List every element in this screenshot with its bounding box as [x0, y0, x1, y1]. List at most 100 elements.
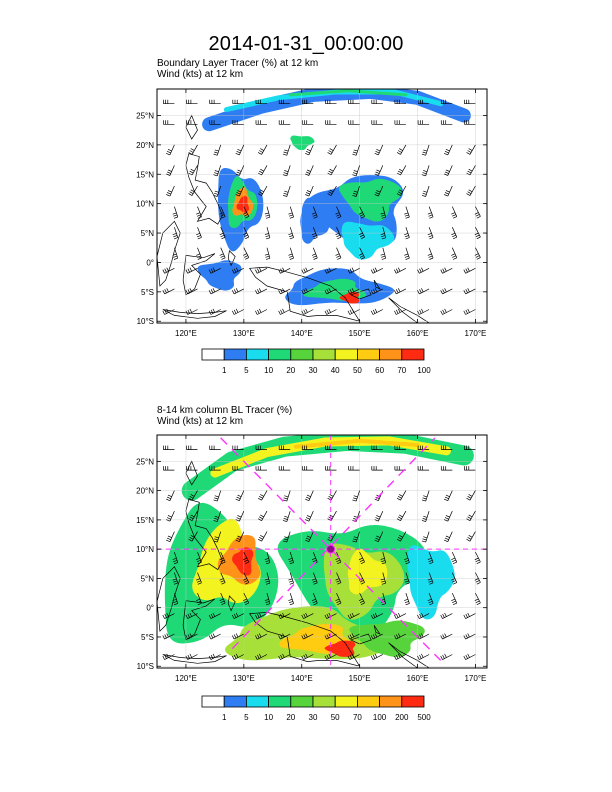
jet-band-core-2	[288, 89, 408, 97]
wind-barb	[347, 633, 360, 640]
colorbar-swatch	[379, 348, 403, 361]
wind-barb	[288, 572, 294, 585]
lat-label: 25°N	[136, 457, 154, 466]
marker-line-diag2	[231, 437, 436, 650]
wind-barb	[396, 185, 407, 196]
wind-barb	[464, 445, 476, 450]
marker-line-diag1	[220, 437, 442, 661]
wind-barb	[371, 445, 383, 450]
wind-barb	[327, 144, 337, 155]
wind-barb	[288, 206, 294, 219]
wind-barb	[208, 288, 221, 295]
blob-east-south	[349, 620, 425, 657]
wind-barb	[404, 227, 410, 240]
wind-barb	[185, 288, 198, 295]
wind-barb	[325, 120, 337, 125]
panel2-title-line1: 8-14 km column BL Tracer (%)	[157, 405, 293, 416]
wind-barb	[264, 206, 271, 219]
colorbar-swatch	[290, 695, 314, 708]
wind-barb	[185, 267, 198, 274]
wind-barb	[394, 308, 407, 315]
wind-barb	[209, 120, 221, 125]
wind-barb	[374, 510, 384, 522]
coastline-9	[388, 297, 430, 323]
wind-barb	[186, 120, 198, 125]
wind-barb	[301, 267, 314, 274]
wind-barb	[305, 144, 314, 156]
lat-label: 15°N	[136, 516, 154, 525]
wind-barb	[466, 510, 476, 522]
wind-barb	[278, 120, 291, 125]
lat-label: 5°N	[141, 574, 155, 583]
wind-barb	[396, 490, 407, 501]
wind-barb	[358, 551, 365, 565]
wind-barb	[235, 490, 245, 502]
wind-barb	[282, 490, 291, 502]
wind-barb	[404, 247, 410, 260]
wind-barb	[278, 308, 291, 315]
wind-barb	[451, 206, 458, 219]
wind-barb	[264, 247, 271, 260]
wind-barb	[213, 531, 222, 543]
wind-barb	[243, 206, 250, 219]
lat-label: 5°N	[141, 229, 155, 238]
wind-barb	[324, 653, 337, 660]
colorbar-swatch	[245, 695, 269, 708]
wind-barb	[186, 445, 198, 450]
wind-barb	[440, 445, 453, 450]
colorbar-swatch	[379, 695, 403, 708]
wind-barb	[370, 308, 383, 315]
colorbar-label: 500	[417, 713, 431, 722]
wind-barb	[257, 144, 268, 155]
wind-barb	[380, 572, 387, 585]
wind-barb	[347, 612, 360, 619]
colorbar-swatch	[290, 348, 314, 361]
wind-barb	[311, 227, 318, 240]
wind-barb	[440, 267, 453, 274]
wind-barb	[208, 612, 221, 619]
wind-barb	[451, 572, 458, 585]
wind-barb	[257, 185, 268, 196]
wind-barb	[311, 572, 318, 585]
wind-barb	[324, 633, 337, 640]
wind-barb	[301, 99, 314, 105]
wind-barb	[325, 445, 337, 450]
wind-barb	[243, 592, 250, 606]
wind-barb	[255, 99, 267, 105]
lat-label: 20°N	[136, 487, 154, 496]
wind-barb	[370, 288, 383, 295]
wind-barb	[188, 144, 198, 155]
wind-barb	[196, 551, 202, 565]
wind-barb	[380, 227, 387, 240]
lat-label: 5°S	[141, 288, 154, 297]
wind-barb	[282, 510, 291, 522]
wind-barb	[370, 633, 383, 640]
wind-barb	[380, 247, 387, 260]
wind-barb	[213, 490, 222, 502]
coastline-7	[349, 633, 372, 645]
wind-barb	[278, 633, 291, 640]
blob-central-inner	[338, 178, 402, 222]
coastline-7	[349, 288, 372, 300]
wind-barb	[464, 120, 476, 125]
wind-barb	[305, 165, 314, 176]
wind-barb	[440, 99, 453, 105]
lat-label: 20°N	[136, 141, 154, 150]
wind-barb	[196, 227, 202, 240]
wind-barb	[264, 227, 271, 240]
blob-png-max	[339, 291, 360, 304]
wind-barb	[264, 572, 271, 585]
wind-barb	[235, 165, 245, 176]
wind-barb	[335, 247, 342, 260]
wind-barb	[243, 551, 250, 565]
wind-barb	[208, 267, 221, 274]
wind-barb	[466, 144, 476, 155]
wind-barb	[188, 165, 198, 176]
lon-label: 160°E	[407, 674, 429, 683]
wind-barb	[474, 247, 481, 260]
wind-barb	[172, 206, 179, 219]
wind-barb	[394, 466, 406, 471]
coastline-9	[388, 642, 430, 668]
lat-label: 5°S	[141, 633, 154, 642]
wind-barb	[358, 592, 365, 606]
